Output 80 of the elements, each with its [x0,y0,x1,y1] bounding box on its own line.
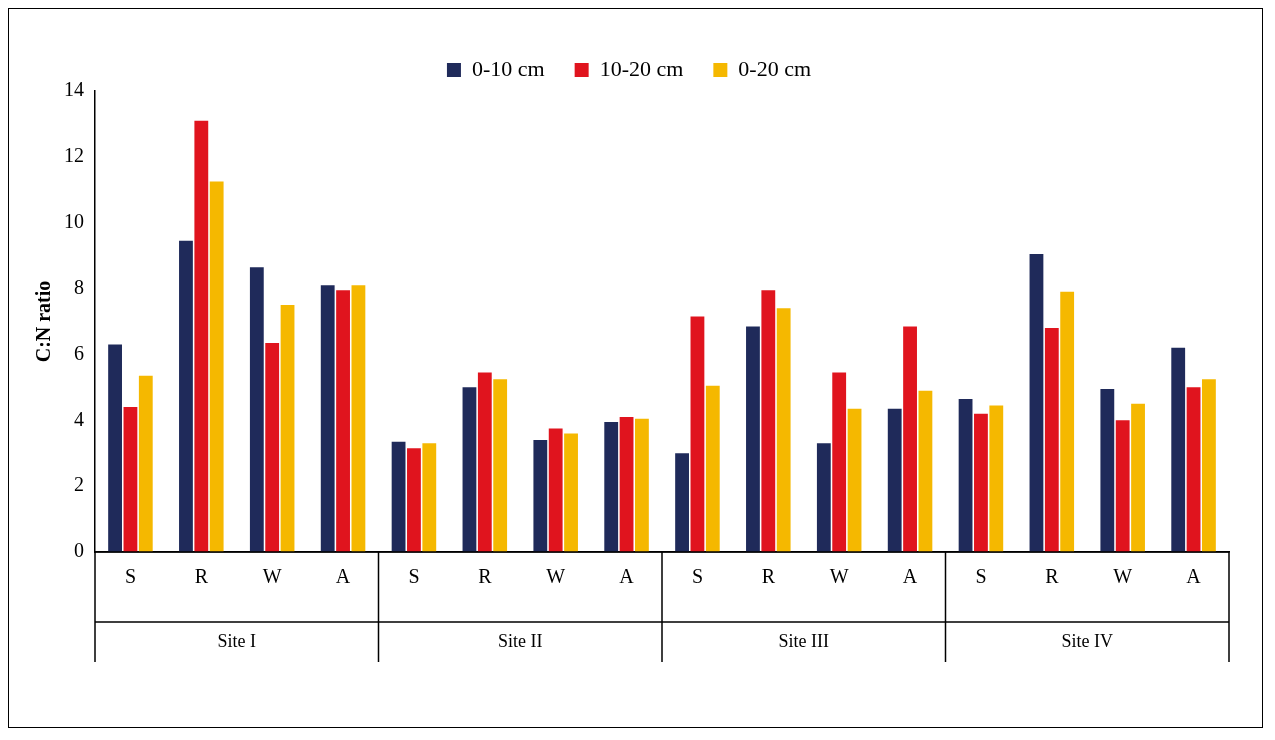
x-tick-label: R [1045,565,1060,588]
bar [533,440,548,552]
x-tick-label: W [829,565,849,588]
bar [493,379,508,552]
x-tick-label: S [408,565,420,588]
bar [265,342,280,552]
bar [690,316,705,552]
bar [604,421,619,552]
bar [635,418,649,552]
bar [108,344,122,552]
bar [1115,420,1130,552]
y-tick-label: 10 [64,209,84,232]
text: Site III [778,630,829,651]
bar [1131,403,1145,552]
legend-label: 10-20 cm [599,55,684,81]
bar [619,416,634,552]
y-tick-label: 2 [74,473,84,496]
text: Site II [498,630,543,651]
bar [179,240,193,552]
bar [974,413,988,552]
x-tick-label: W [1113,565,1133,588]
bar [351,285,366,552]
bar [249,267,264,552]
bar [280,305,295,552]
x-tick-label: A [619,565,635,588]
bar [887,408,902,552]
bar [548,428,563,552]
bar [761,290,776,552]
bar [847,408,862,552]
x-tick-label: A [335,565,351,588]
x-tick-label: W [546,565,566,588]
bar [422,443,437,552]
y-tick-label: 4 [74,407,84,430]
x-tick-label: R [761,565,776,588]
bar [903,326,917,552]
bar [320,285,335,552]
legend-label: 0-20 cm [738,55,812,81]
y-tick-label: 6 [74,341,84,364]
bar [1186,387,1201,552]
bar [1044,328,1059,552]
text: Site IV [1061,630,1113,651]
x-tick-label: A [1186,565,1202,588]
bar [194,120,209,552]
bar [1171,347,1186,552]
y-tick-label: 12 [64,144,84,167]
bar [391,441,406,552]
bar [918,390,933,552]
bar [138,375,153,552]
x-tick-label: S [124,565,136,588]
x-tick-label: R [194,565,209,588]
bar [958,398,973,552]
bar [407,448,421,552]
x-tick-label: S [975,565,987,588]
bar [462,387,477,552]
bar [1029,254,1044,552]
bar [477,372,492,552]
bar [705,385,720,552]
bar [1202,379,1216,552]
bar [746,326,760,552]
x-tick-label: A [902,565,918,588]
x-tick-label: S [691,565,703,588]
y-tick-label: 8 [74,275,84,298]
bar [1060,291,1075,552]
bar [123,407,138,552]
bar [989,405,1004,552]
text: Site I [217,630,256,651]
bar [675,453,689,552]
bar [776,308,791,552]
x-tick-label: R [478,565,493,588]
bar [209,181,224,552]
bar [564,433,578,552]
bar [336,290,350,552]
bar [832,372,847,552]
y-axis-title: C:N ratio [32,280,55,363]
y-tick-label: 14 [64,78,84,101]
x-tick-label: W [262,565,282,588]
y-tick-label: 0 [74,539,84,562]
legend-label: 0-10 cm [471,55,545,81]
bar [816,443,831,552]
bar [1100,389,1115,552]
